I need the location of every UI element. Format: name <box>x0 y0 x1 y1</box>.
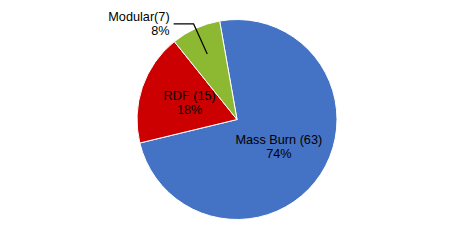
slices <box>137 19 337 219</box>
slice-name: Mass Burn (63) <box>235 133 322 147</box>
slice-value: 74% <box>266 147 291 161</box>
slice-value: 8% <box>151 24 169 38</box>
slice-name: RDF (15) <box>164 89 216 103</box>
leader-line <box>174 24 208 54</box>
slice-value: 18% <box>177 103 202 117</box>
labels: Mass Burn (63)74% RDF (15)18% Modular(7)8% <box>108 10 322 161</box>
slice-name: Modular(7) <box>108 10 169 24</box>
chart: Mass Burn (63)74% RDF (15)18% Modular(7)8% <box>0 0 474 235</box>
slice <box>174 21 237 119</box>
pie <box>137 19 337 219</box>
